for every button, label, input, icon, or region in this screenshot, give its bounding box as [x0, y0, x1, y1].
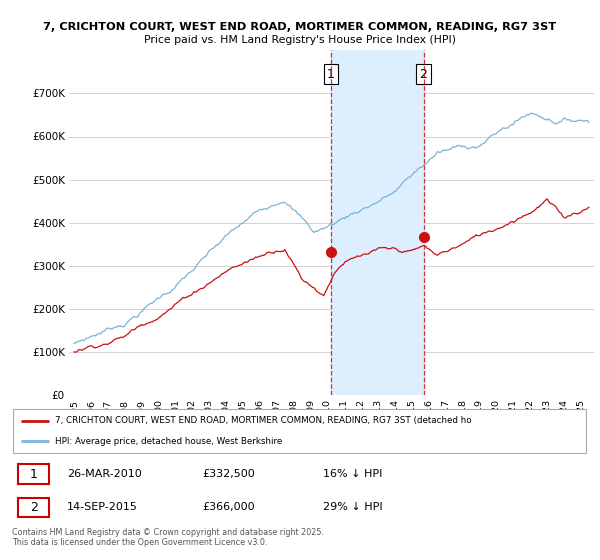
Text: £332,500: £332,500: [202, 469, 255, 479]
Text: £366,000: £366,000: [202, 502, 255, 512]
FancyBboxPatch shape: [18, 497, 49, 517]
Text: 2: 2: [419, 68, 427, 81]
Text: 7, CRICHTON COURT, WEST END ROAD, MORTIMER COMMON, READING, RG7 3ST (detached ho: 7, CRICHTON COURT, WEST END ROAD, MORTIM…: [55, 416, 472, 425]
Text: 2: 2: [29, 501, 38, 514]
Text: 7, CRICHTON COURT, WEST END ROAD, MORTIMER COMMON, READING, RG7 3ST: 7, CRICHTON COURT, WEST END ROAD, MORTIM…: [43, 22, 557, 32]
FancyBboxPatch shape: [18, 464, 49, 484]
Text: 26-MAR-2010: 26-MAR-2010: [67, 469, 142, 479]
Text: 16% ↓ HPI: 16% ↓ HPI: [323, 469, 382, 479]
Text: HPI: Average price, detached house, West Berkshire: HPI: Average price, detached house, West…: [55, 437, 283, 446]
Text: 1: 1: [327, 68, 335, 81]
Text: Price paid vs. HM Land Registry's House Price Index (HPI): Price paid vs. HM Land Registry's House …: [144, 35, 456, 45]
Text: 14-SEP-2015: 14-SEP-2015: [67, 502, 137, 512]
Text: Contains HM Land Registry data © Crown copyright and database right 2025.
This d: Contains HM Land Registry data © Crown c…: [12, 528, 324, 547]
Bar: [331, 50, 424, 395]
Text: 29% ↓ HPI: 29% ↓ HPI: [323, 502, 383, 512]
FancyBboxPatch shape: [13, 409, 586, 452]
Text: 1: 1: [29, 468, 38, 481]
